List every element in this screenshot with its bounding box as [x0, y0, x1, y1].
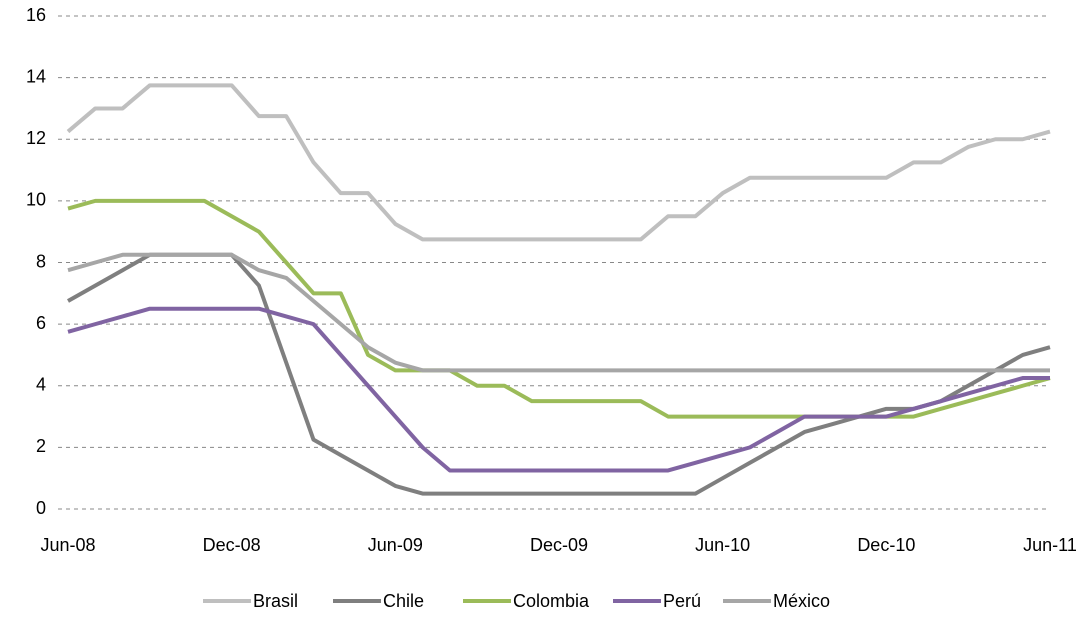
x-tick-label: Jun-11 — [1023, 535, 1077, 555]
y-tick-label: 8 — [36, 251, 46, 271]
legend-label: México — [773, 591, 830, 611]
x-tick-label: Jun-09 — [368, 535, 423, 555]
series-line — [67, 252, 1050, 373]
y-tick-label: 2 — [36, 436, 46, 456]
series-line — [67, 306, 1050, 473]
legend-label: Chile — [383, 591, 424, 611]
series-line — [67, 252, 1051, 496]
legend-label: Colombia — [513, 591, 590, 611]
y-tick-label: 4 — [36, 375, 46, 395]
x-tick-label: Dec-10 — [857, 535, 915, 555]
series-line — [66, 83, 1051, 242]
y-tick-label: 6 — [36, 313, 46, 333]
x-tick-label: Dec-09 — [530, 535, 588, 555]
y-tick-label: 10 — [26, 190, 46, 210]
x-tick-label: Dec-08 — [203, 535, 261, 555]
y-tick-label: 16 — [26, 5, 46, 25]
y-tick-label: 14 — [26, 66, 46, 86]
legend-label: Perú — [663, 591, 701, 611]
x-tick-label: Jun-08 — [40, 535, 95, 555]
x-tick-label: Jun-10 — [695, 535, 750, 555]
y-tick-label: 12 — [26, 128, 46, 148]
y-tick-label: 0 — [36, 498, 46, 518]
legend-label: Brasil — [253, 591, 298, 611]
